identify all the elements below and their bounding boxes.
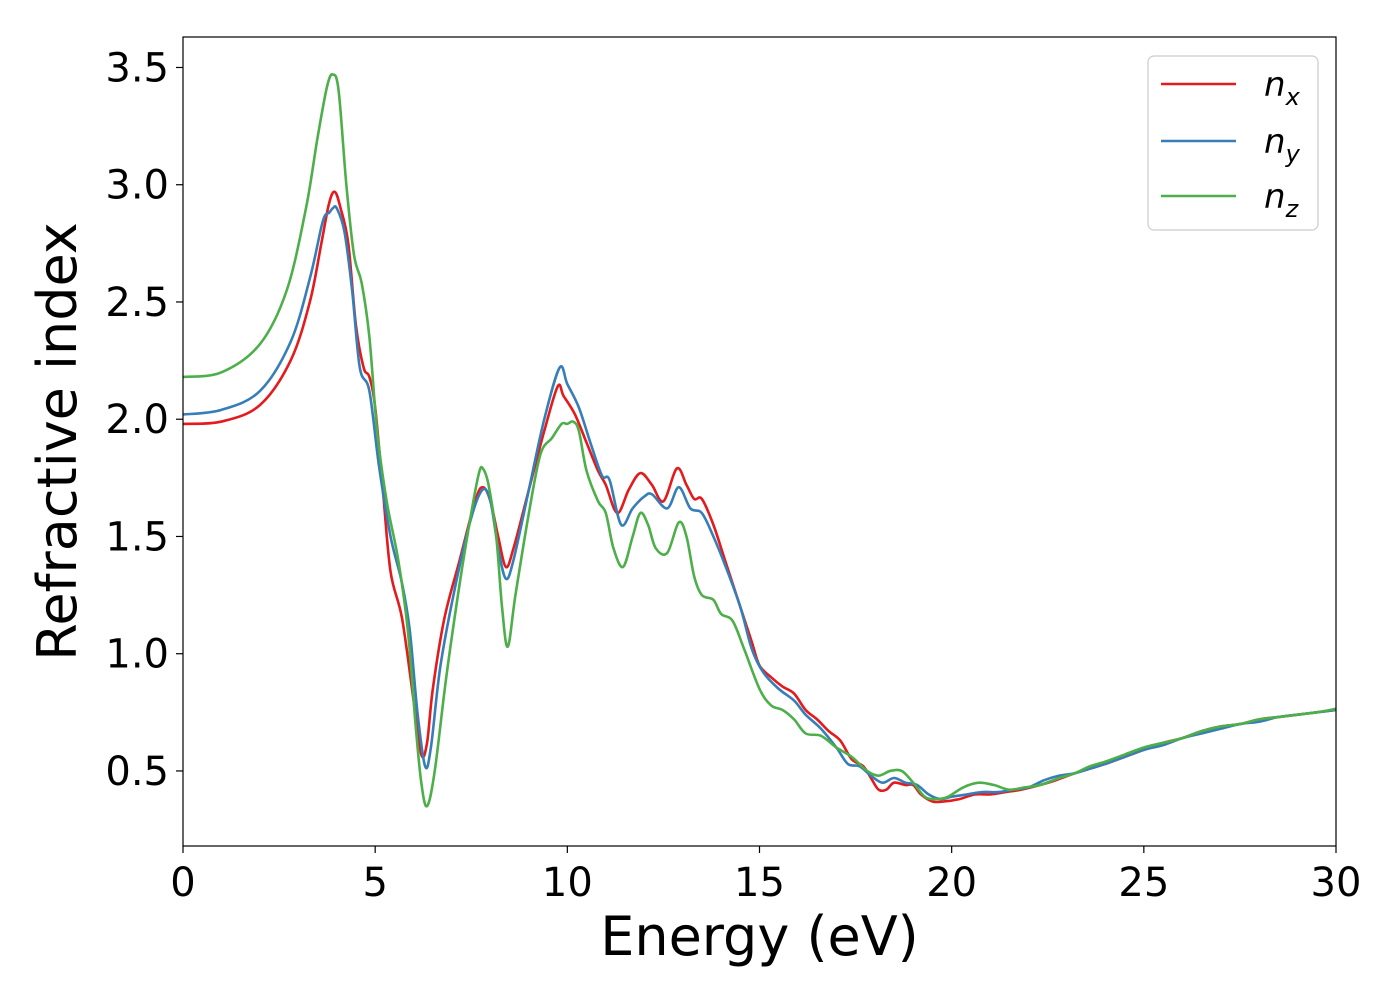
- y-tick-label: 1.0: [105, 632, 169, 678]
- legend-label-base: n: [1264, 177, 1286, 217]
- legend-box: [1147, 55, 1319, 231]
- x-tick-label: 5: [362, 860, 387, 906]
- series-line-nz: [183, 73, 1336, 808]
- legend-label-base: n: [1264, 122, 1286, 162]
- legend-label-subscript: z: [1285, 195, 1300, 223]
- x-axis-ticks: 0 5 10 15 20 25 30: [170, 846, 1361, 906]
- legend-label-ny: ny: [1264, 122, 1301, 168]
- y-axis-ticks: 0.5 1.0 1.5 2.0 2.5 3.0 3.5: [105, 45, 183, 795]
- x-tick-label: 15: [734, 860, 785, 906]
- series-layer: [183, 73, 1336, 808]
- x-tick-label: 25: [1118, 860, 1169, 906]
- legend-label-subscript: x: [1285, 83, 1301, 111]
- x-axis-title: Energy (eV): [600, 905, 919, 968]
- y-tick-label: 2.5: [105, 280, 169, 326]
- y-tick-label: 3.0: [105, 163, 169, 209]
- legend-label-nz: nz: [1264, 177, 1300, 223]
- legend-label-nx: nx: [1264, 65, 1301, 111]
- x-tick-label: 30: [1311, 860, 1362, 906]
- y-tick-label: 0.5: [105, 749, 169, 795]
- legend-label-subscript: y: [1285, 140, 1301, 168]
- y-tick-label: 1.5: [105, 514, 169, 560]
- x-tick-label: 0: [170, 860, 195, 906]
- legend-label-base: n: [1264, 65, 1286, 105]
- y-tick-label: 2.0: [105, 397, 169, 443]
- x-tick-label: 10: [542, 860, 593, 906]
- series-line-ny: [183, 204, 1336, 801]
- y-axis-title: Refractive index: [26, 222, 89, 661]
- x-tick-label: 20: [926, 860, 977, 906]
- y-tick-label: 3.5: [105, 45, 169, 91]
